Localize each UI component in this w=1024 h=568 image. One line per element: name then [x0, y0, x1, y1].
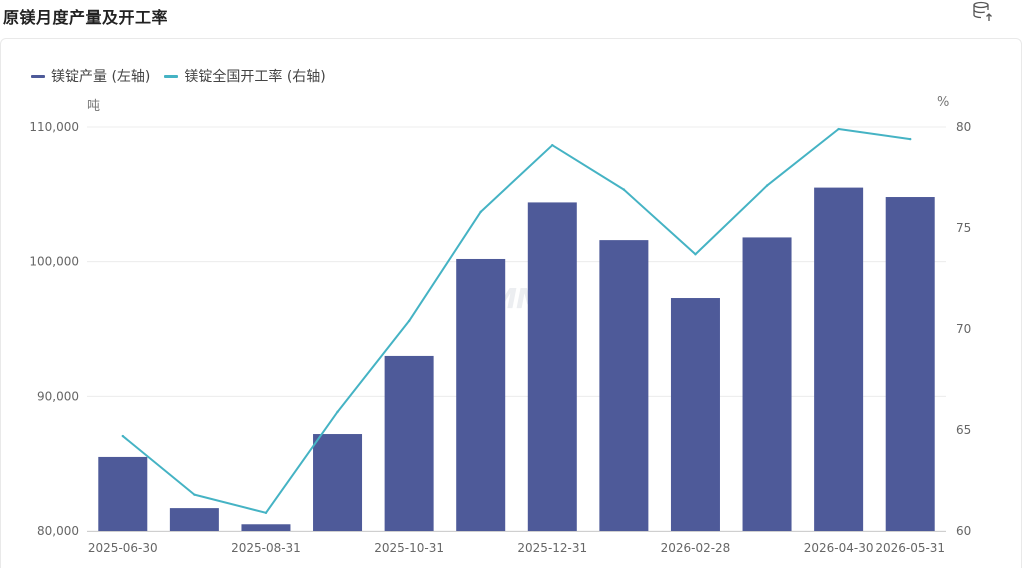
y-left-tick-label: 90,000 [37, 389, 79, 403]
bar [169, 508, 219, 531]
legend-label-utilization: 镁锭全国开工率 (右轴) [184, 69, 326, 85]
bar [241, 524, 291, 531]
legend-item-utilization[interactable]: 镁锭全国开工率 (右轴) [164, 66, 326, 86]
bar [384, 355, 434, 531]
y-left-tick-label: 110,000 [29, 120, 79, 134]
line-point [551, 143, 554, 147]
y-left-tick-label: 80,000 [37, 524, 79, 538]
bar [670, 298, 720, 531]
database-export-icon[interactable] [971, 1, 995, 23]
left-axis-unit: 吨 [87, 99, 101, 114]
line-point [837, 127, 840, 131]
line-point [193, 493, 196, 496]
bar [527, 202, 577, 531]
line-point [694, 253, 697, 256]
bar [742, 237, 792, 531]
x-tick-label: 2026-05-31 [875, 541, 945, 555]
y-right-tick-label: 75 [956, 221, 971, 235]
right-axis-unit: % [937, 95, 950, 110]
page-title: 原镁月度产量及开工率 [3, 8, 169, 27]
bar [885, 197, 935, 531]
x-tick-label: 2025-12-31 [517, 541, 587, 555]
x-tick-label: 2025-06-30 [88, 541, 158, 555]
line-point [121, 434, 124, 438]
line-point [765, 184, 769, 187]
line-point [909, 137, 912, 141]
bar [599, 240, 649, 531]
y-left-tick-label: 100,000 [29, 255, 79, 269]
y-right-tick-label: 65 [956, 423, 971, 437]
x-tick-label: 2025-08-31 [231, 541, 301, 555]
legend-swatch-bar [31, 74, 45, 78]
line-point [264, 511, 268, 515]
bar [313, 434, 363, 531]
bar [814, 187, 864, 531]
y-right-tick-label: 70 [956, 322, 971, 336]
line-point [622, 188, 626, 191]
line-point [407, 319, 411, 323]
legend-item-production[interactable]: 镁锭产量 (左轴) [31, 66, 150, 86]
bar [456, 258, 506, 531]
x-tick-label: 2026-04-30 [804, 541, 874, 555]
bar [98, 456, 148, 531]
x-tick-label: 2025-10-31 [374, 541, 444, 555]
y-right-tick-label: 60 [956, 524, 971, 538]
y-right-tick-label: 80 [956, 120, 971, 134]
legend-label-production: 镁锭产量 (左轴) [51, 69, 151, 85]
utilization-line [122, 128, 911, 514]
x-tick-label: 2026-02-28 [661, 541, 731, 555]
legend-swatch-line [164, 74, 179, 78]
line-point [336, 410, 339, 414]
chart-legend: 镁锭产量 (左轴) 镁锭全国开工率 (右轴) [31, 66, 340, 86]
line-point [479, 210, 482, 214]
